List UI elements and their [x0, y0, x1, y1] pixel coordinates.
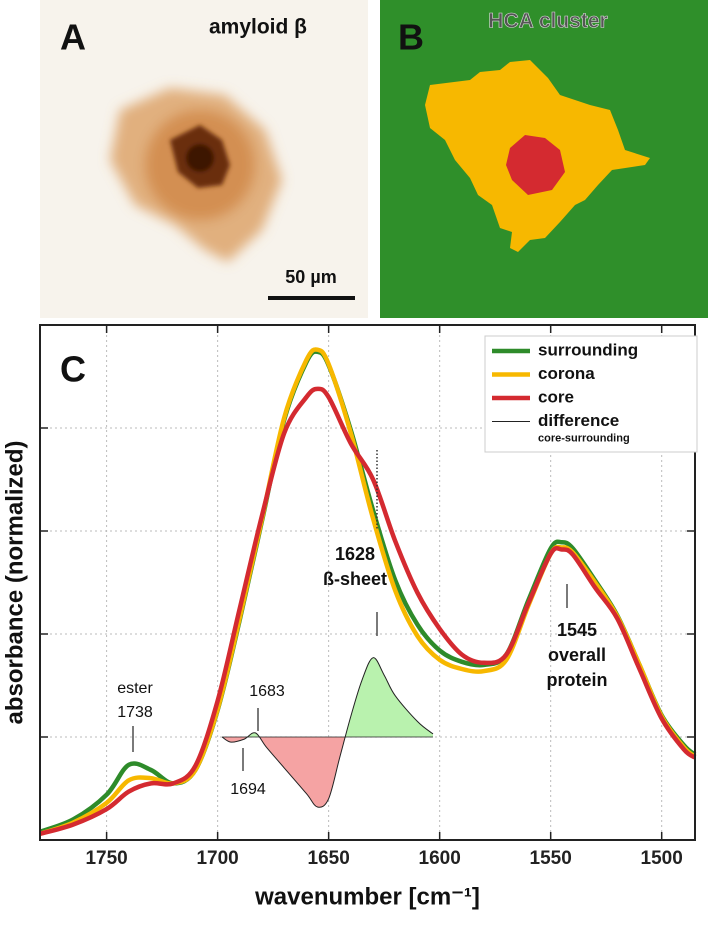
legend-label: surrounding: [538, 340, 638, 359]
annotation-text: ß-sheet: [323, 569, 387, 589]
panel-label: A: [60, 17, 86, 58]
panel-a: A amyloid β 50 µm: [40, 0, 368, 318]
legend-label: difference: [538, 411, 619, 430]
annotation-text: ester: [117, 680, 153, 697]
legend: surrounding corona core difference core-surr…: [484, 335, 698, 453]
plaque-core: [170, 125, 230, 188]
x-tick-label: 1700: [196, 848, 238, 869]
difference-fill: [222, 657, 433, 737]
annotation-text: overall: [548, 645, 606, 665]
legend-sublabel: core-surrounding: [538, 432, 630, 444]
x-tick-label: 1550: [530, 848, 572, 869]
x-tick-label: 1650: [308, 848, 350, 869]
plot-border: [39, 324, 696, 841]
panel-label: C: [60, 349, 86, 390]
panel-b: B HCA cluster: [380, 0, 708, 318]
x-tick-label: 1500: [641, 848, 683, 869]
spectrum-chart: 1750 1700 1650 1600 1550 1500 ester 1738 1683 169…: [1, 324, 698, 910]
y-axis-label: absorbance (normalized): [1, 440, 28, 724]
legend-box: [484, 335, 698, 453]
annotation-text: protein: [547, 670, 608, 690]
panel-title: amyloid β: [209, 16, 307, 39]
panel-title: HCA cluster: [488, 10, 607, 33]
legend-label: corona: [538, 364, 595, 383]
x-tick-label: 1600: [419, 848, 461, 869]
core-cluster: [506, 135, 565, 195]
scale-bar-label: 50 µm: [285, 267, 336, 287]
annotation-text: 1628: [335, 544, 375, 564]
difference-line: [221, 657, 434, 808]
annotation-text: 1694: [230, 781, 266, 798]
annotation-text: 1545: [557, 620, 597, 640]
legend-label: core: [538, 387, 574, 406]
annotation-text: 1683: [249, 683, 285, 700]
x-axis-label: wavenumber [cm⁻¹]: [254, 883, 480, 910]
annotation-text: 1738: [117, 704, 153, 721]
difference-fill: [222, 737, 433, 808]
panel-label: B: [398, 17, 424, 58]
spectrum-line: [39, 386, 697, 836]
x-tick-label: 1750: [85, 848, 127, 869]
